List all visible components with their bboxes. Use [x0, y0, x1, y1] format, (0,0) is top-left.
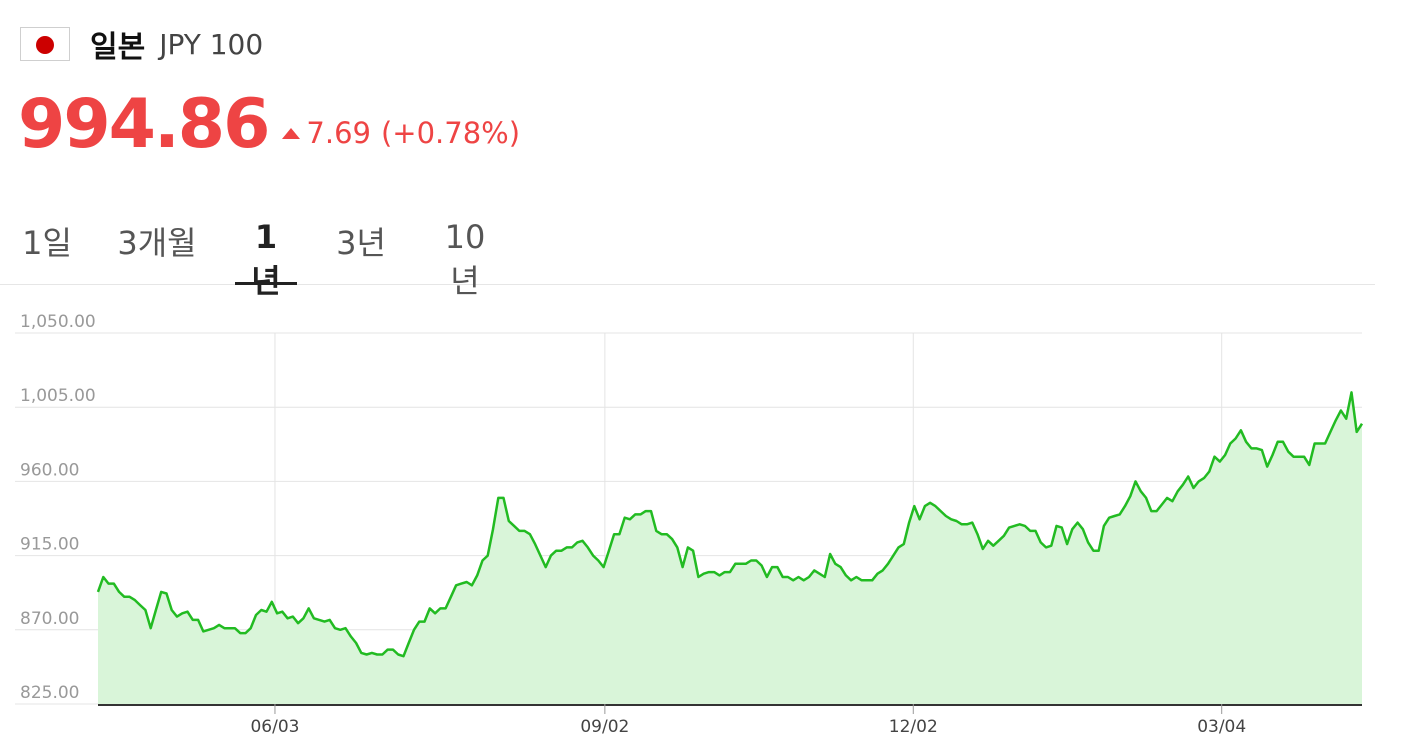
- price-change: 7.69 (+0.78%): [282, 116, 520, 150]
- tab-1-year[interactable]: 1년: [235, 218, 297, 300]
- current-price: 994.86: [18, 85, 270, 164]
- tab-1-day[interactable]: 1일: [22, 224, 72, 262]
- change-percent: (+0.78%): [380, 116, 521, 150]
- x-tick-label: 12/02: [889, 717, 938, 737]
- x-tick-label: 06/03: [250, 717, 299, 737]
- country-name: 일본: [90, 30, 146, 65]
- x-axis-ticks: 06/03 09/02 12/02 03/04: [250, 704, 1246, 737]
- y-axis-ticks: 825.00 870.00 915.00 960.00 1,005.00 1,050.00: [20, 312, 96, 703]
- y-tick-label: 1,050.00: [20, 312, 96, 332]
- period-tabs: 1일 3개월 1년 3년 10년: [0, 214, 1375, 300]
- tab-10-years[interactable]: 10년: [444, 218, 486, 300]
- price-line: [96, 391, 1364, 658]
- y-tick-label: 870.00: [20, 609, 79, 629]
- quote-row: 994.86 7.69 (+0.78%): [18, 84, 520, 166]
- japan-flag-icon: [20, 27, 70, 61]
- arrow-up-icon: [282, 127, 301, 139]
- price-area: [98, 392, 1362, 704]
- tab-3-months[interactable]: 3개월: [117, 224, 197, 262]
- y-tick-label: 1,005.00: [20, 386, 96, 406]
- x-tick-label: 09/02: [580, 717, 629, 737]
- tab-3-years[interactable]: 3년: [336, 224, 386, 262]
- x-tick-label: 03/04: [1197, 717, 1246, 737]
- currency-code: JPY 100: [159, 27, 264, 61]
- price-chart: 825.00 870.00 915.00 960.00 1,005.00 1,050.00…: [15, 312, 1364, 737]
- y-tick-label: 825.00: [20, 683, 79, 703]
- change-value: 7.69: [306, 116, 371, 150]
- y-tick-label: 960.00: [20, 460, 79, 480]
- currency-header: 일본 JPY 100: [20, 24, 264, 65]
- y-tick-label: 915.00: [20, 535, 79, 555]
- flag-disc: [36, 36, 54, 54]
